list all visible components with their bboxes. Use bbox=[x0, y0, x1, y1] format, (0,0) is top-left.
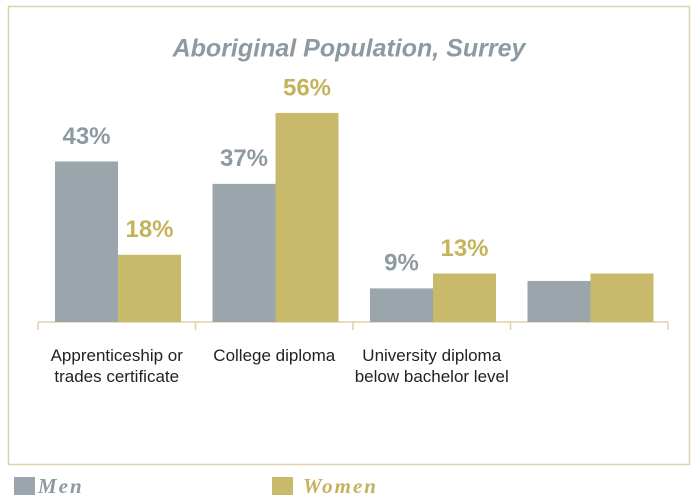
legend-label: Men bbox=[37, 474, 84, 498]
bar bbox=[275, 112, 339, 322]
bar bbox=[212, 183, 276, 322]
value-label: 56% bbox=[283, 74, 331, 101]
value-label: 43% bbox=[62, 123, 110, 150]
bar bbox=[370, 288, 433, 322]
bar bbox=[433, 273, 496, 322]
x-tick-label: College diploma bbox=[213, 346, 336, 365]
legend-swatch bbox=[14, 477, 35, 495]
bar bbox=[118, 254, 181, 322]
bar bbox=[55, 161, 118, 322]
x-tick-label: University diploma below bachelor level bbox=[354, 346, 509, 386]
value-label: 37% bbox=[220, 145, 268, 172]
chart-title: Aboriginal Population, Surrey bbox=[172, 35, 527, 63]
bar bbox=[590, 273, 654, 322]
frame bbox=[7, 5, 691, 466]
x-tick-label: Apprenticeship or trades certificate bbox=[50, 346, 183, 386]
legend-swatch bbox=[272, 477, 293, 495]
bar bbox=[527, 280, 591, 322]
value-label: 13% bbox=[440, 235, 488, 262]
legend-label: Women bbox=[303, 474, 378, 498]
value-label: 9% bbox=[384, 250, 419, 277]
value-label: 18% bbox=[125, 216, 173, 243]
